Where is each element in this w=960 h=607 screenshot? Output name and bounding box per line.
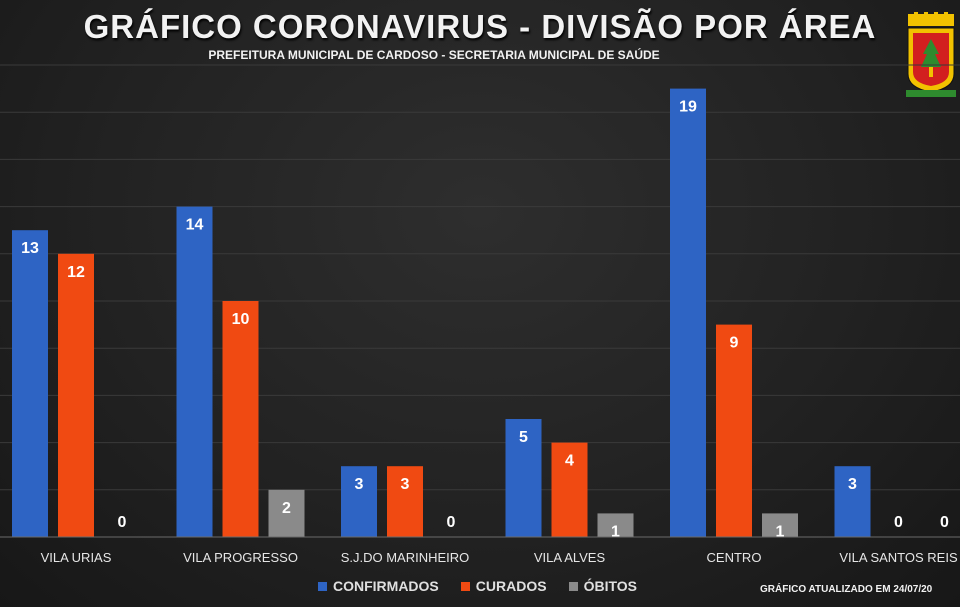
x-tick-label: VILA ALVES	[534, 550, 606, 565]
legend-swatch	[460, 581, 470, 591]
legend-item: CURADOS	[460, 578, 547, 594]
legend-item: ÓBITOS	[568, 578, 637, 594]
bar-confirmados	[505, 419, 542, 537]
bar-confirmados	[670, 88, 706, 537]
chart-legend: CONFIRMADOS CURADOS ÓBITOS	[318, 578, 637, 594]
bar-curados	[222, 301, 259, 537]
data-label: 12	[67, 264, 85, 281]
bar-curados	[387, 466, 423, 537]
city-crest-icon	[906, 12, 956, 97]
legend-label: ÓBITOS	[583, 578, 637, 594]
x-tick-label: VILA PROGRESSO	[183, 550, 298, 565]
legend-swatch	[568, 581, 578, 591]
bar-confirmados	[12, 230, 48, 537]
data-label: 3	[848, 476, 857, 493]
data-label: 0	[940, 514, 949, 531]
x-tick-label: VILA URIAS	[41, 550, 112, 565]
bar-obitos	[268, 489, 305, 537]
crest-tree	[921, 39, 941, 67]
grid-lines	[0, 64, 960, 491]
crest-crown-towers	[908, 12, 954, 26]
bar-series	[12, 88, 871, 538]
bar-obitos	[762, 513, 798, 537]
bar-confirmados	[834, 466, 871, 537]
data-label: 9	[730, 335, 739, 352]
bar-curados	[58, 253, 94, 538]
data-label: 3	[401, 476, 410, 493]
crest-trunk	[929, 67, 933, 77]
data-label: 1	[776, 523, 785, 540]
data-label: 19	[679, 99, 697, 116]
bar-confirmados	[176, 206, 213, 537]
data-label: 13	[21, 240, 39, 257]
x-tick-label: CENTRO	[707, 550, 762, 565]
crest-ribbon	[906, 90, 956, 97]
legend-label: CURADOS	[475, 578, 547, 594]
data-label: 10	[232, 311, 250, 328]
data-label: 5	[519, 429, 528, 446]
x-tick-label: VILA SANTOS REIS	[839, 550, 958, 565]
data-label: 14	[186, 217, 204, 234]
legend-swatch	[318, 581, 327, 591]
legend-label: CONFIRMADOS	[333, 578, 439, 594]
bar-curados	[716, 324, 752, 537]
data-label: 3	[355, 476, 364, 493]
x-tick-label: S.J.DO MARINHEIRO	[341, 550, 470, 565]
data-label: 2	[282, 500, 291, 517]
data-label: 4	[565, 453, 574, 470]
bar-obitos	[597, 513, 634, 537]
bar-curados	[551, 442, 588, 537]
chart-subtitle: PREFEITURA MUNICIPAL DE CARDOSO - SECRET…	[208, 48, 660, 62]
legend-item: CONFIRMADOS	[318, 578, 439, 594]
x-axis-tick-labels: VILA URIAS VILA PROGRESSO S.J.DO MARINHEIR…	[41, 550, 958, 565]
data-label: 0	[118, 514, 127, 531]
bar-confirmados	[341, 466, 377, 537]
data-label: 1	[611, 523, 620, 540]
updated-note: GRÁFICO ATUALIZADO EM 24/07/20	[760, 584, 933, 595]
data-label: 0	[447, 514, 456, 531]
data-label: 0	[894, 514, 903, 531]
chart-title: GRÁFICO CORONAVIRUS - DIVISÃO POR ÁREA	[83, 8, 877, 45]
